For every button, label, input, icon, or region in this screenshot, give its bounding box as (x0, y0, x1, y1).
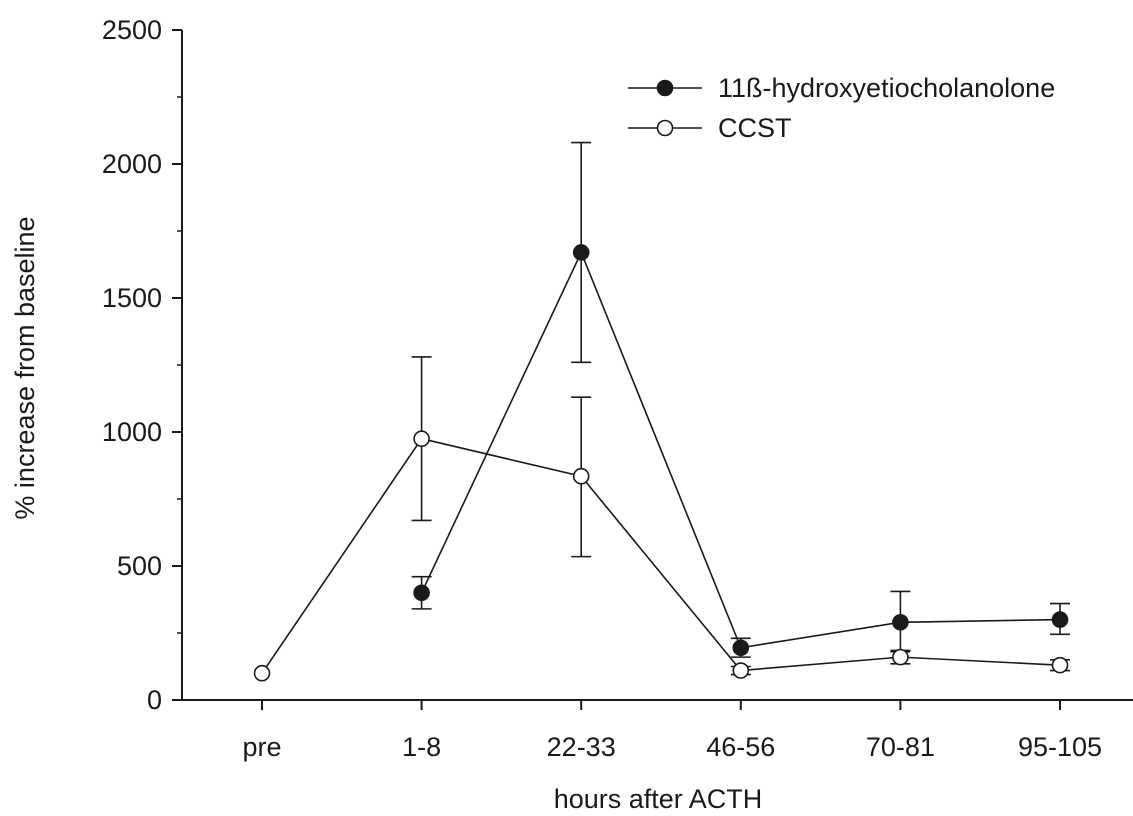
legend-entry-0 (628, 79, 702, 97)
series-1-point-4 (892, 648, 909, 666)
legend-label-0: 11ß-hydroxyetiocholanolone (718, 73, 1055, 103)
series-1-point-0 (253, 664, 271, 682)
axes: 0 500 1000 1500 2000 2500 pre 1-8 22-33 46-56 70-8… (102, 15, 1133, 762)
y-tick-label-5: 2500 (102, 15, 162, 45)
legend-label-1: CCST (718, 113, 792, 143)
x-tick-label-4: 70-81 (866, 732, 935, 762)
series-1-point-2 (572, 467, 590, 485)
series-0-point-3 (732, 639, 750, 657)
y-tick-label-4: 2000 (102, 149, 162, 179)
x-tick-label-5: 95-105 (1018, 732, 1102, 762)
y-tick-label-0: 0 (147, 685, 162, 715)
x-tick-label-3: 46-56 (706, 732, 775, 762)
series-layer (253, 141, 1070, 682)
series-1 (253, 356, 1070, 682)
legend: 11ß-hydroxyetiocholanolone CCST (628, 73, 1055, 143)
series-0-point-4 (892, 613, 909, 631)
legend-marker-0 (656, 79, 674, 97)
legend-entry-1 (628, 119, 702, 137)
legend-marker-1 (656, 119, 674, 137)
series-0-point-2 (572, 244, 590, 261)
x-tick-label-2: 22-33 (547, 732, 616, 762)
series-1-line (261, 437, 1061, 674)
y-tick-label-1: 500 (117, 551, 162, 581)
y-axis-title: % increase from baseline (10, 216, 40, 519)
x-axis-title: hours after ACTH (554, 784, 763, 814)
y-tick-label-3: 1500 (102, 283, 162, 313)
series-0-point-5 (1051, 611, 1069, 628)
series-1-point-3 (732, 662, 750, 679)
x-tick-label-1: 1-8 (402, 732, 441, 762)
y-tick-label-2: 1000 (102, 417, 162, 447)
x-tick-label-0: pre (242, 732, 281, 762)
series-1-point-5 (1051, 656, 1069, 674)
series-0-line (420, 250, 1061, 649)
series-0 (411, 141, 1070, 658)
series-0-point-1 (413, 584, 430, 602)
series-1-point-1 (413, 430, 430, 448)
